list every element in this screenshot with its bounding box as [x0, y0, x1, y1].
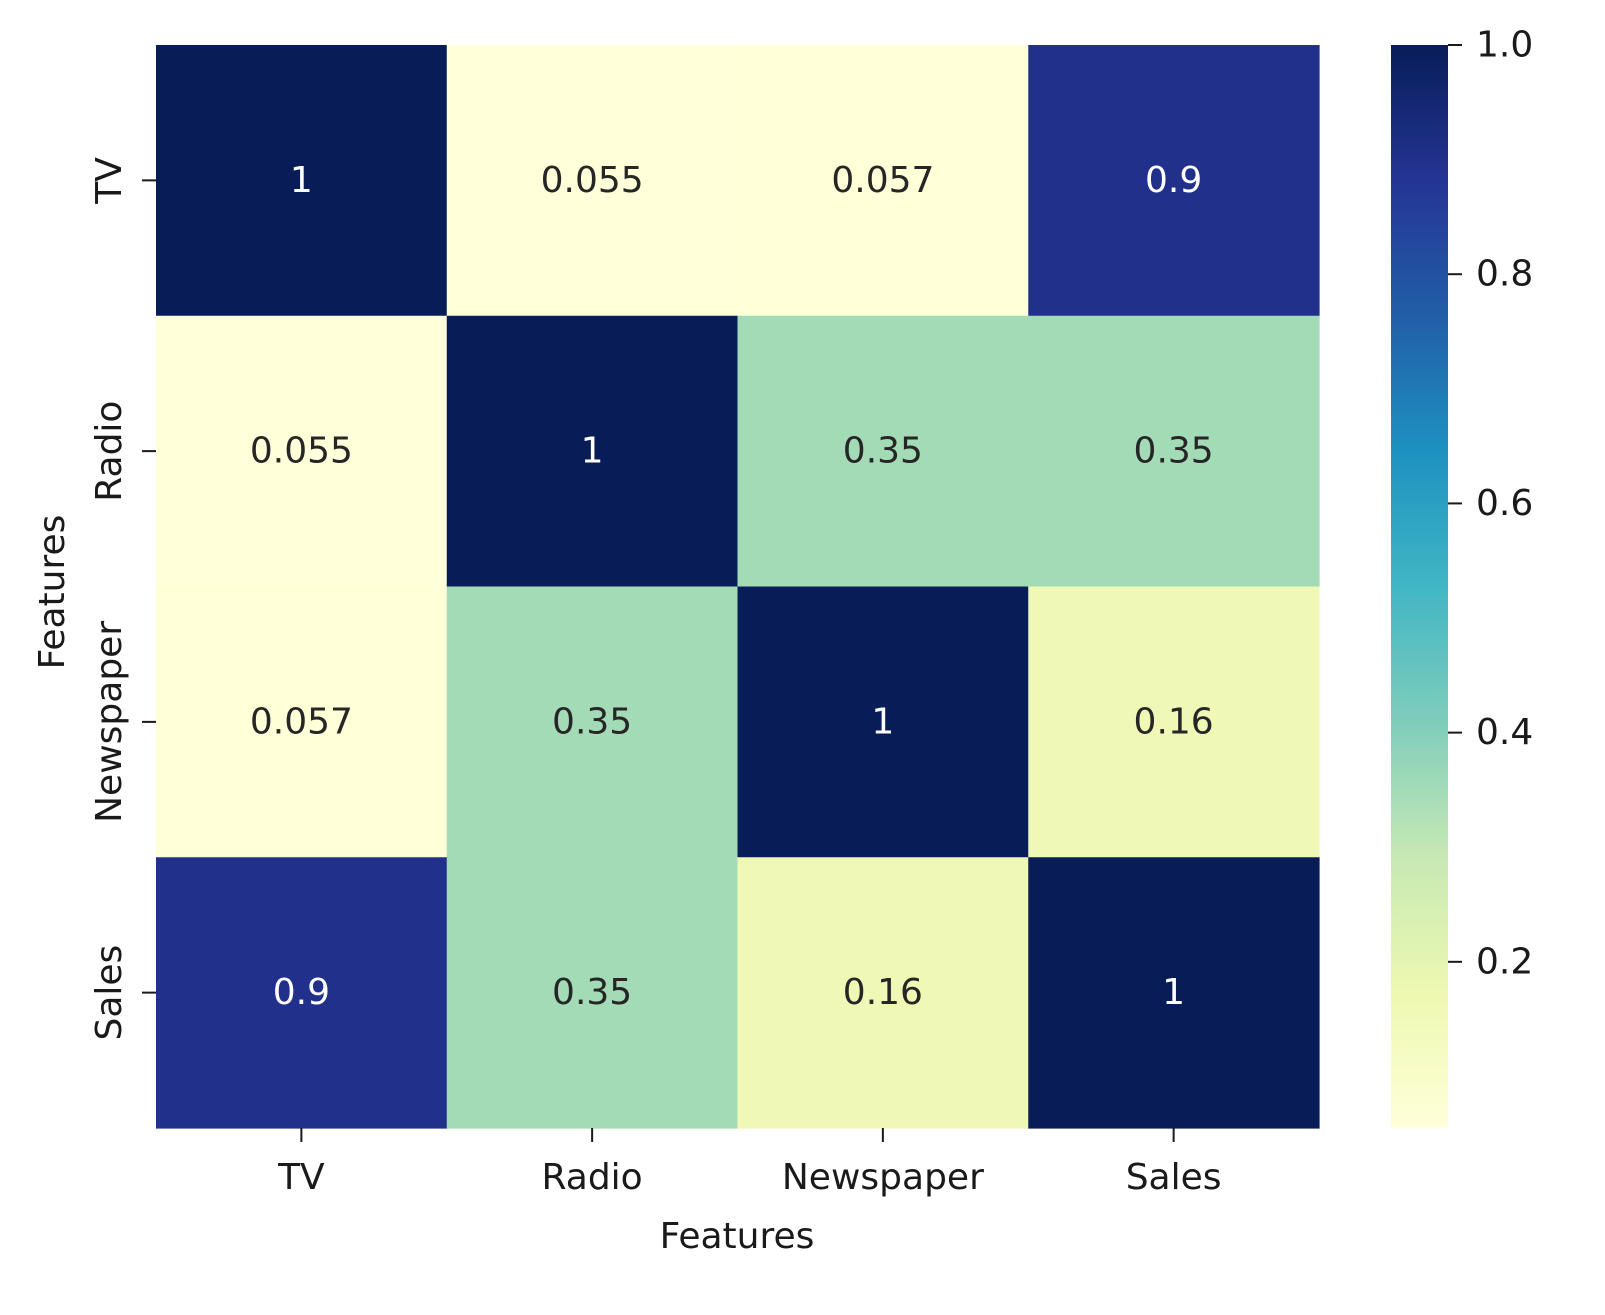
colorbar — [1391, 45, 1448, 1128]
heatmap-cell — [156, 315, 448, 588]
heatmap-cell — [1028, 315, 1320, 588]
y-tick-label: TV — [89, 157, 130, 205]
y-tick-label: Radio — [89, 401, 130, 502]
cell-annotation: 0.16 — [1134, 701, 1214, 742]
colorbar-axis: 0.2 0.4 0.6 0.8 1.0 — [1448, 25, 1533, 982]
cell-annotation: 0.055 — [541, 160, 644, 201]
x-tick-label: TV — [277, 1157, 325, 1198]
heatmap-cell — [446, 315, 739, 588]
heatmap-cell — [737, 45, 1029, 317]
x-tick-label: Sales — [1126, 1157, 1222, 1198]
cell-annotation: 1 — [871, 701, 894, 742]
cell-annotation: 0.055 — [250, 431, 353, 472]
colorbar-tick-label: 1.0 — [1476, 25, 1533, 66]
y-tick-label: Newspaper — [89, 621, 130, 823]
colorbar-tick-label: 0.2 — [1476, 941, 1533, 982]
colorbar-tick-label: 0.6 — [1476, 483, 1533, 524]
cell-annotation: 1 — [290, 160, 313, 201]
heatmap-cell — [156, 857, 448, 1129]
cell-annotation: 1 — [581, 431, 604, 472]
x-axis: TV Radio Newspaper Sales — [277, 1128, 1222, 1198]
cell-annotation: 0.057 — [831, 160, 934, 201]
cell-annotation: 0.35 — [1134, 431, 1214, 472]
cell-annotation: 0.35 — [843, 431, 923, 472]
heatmap-cell — [156, 586, 448, 858]
heatmap-cell — [156, 45, 448, 317]
heatmap-cells — [156, 45, 1320, 1129]
cell-annotation: 0.057 — [250, 701, 353, 742]
cell-annotation: 0.35 — [552, 701, 632, 742]
y-tick-label: Sales — [89, 945, 130, 1041]
cell-annotation: 1 — [1162, 972, 1185, 1013]
x-axis-label: Features — [660, 1216, 815, 1257]
colorbar-tick-label: 0.8 — [1476, 254, 1533, 295]
heatmap-cell — [1028, 45, 1320, 317]
heatmap-cell — [737, 857, 1029, 1129]
heatmap-annotations: 1 0.055 0.057 0.9 0.055 1 0.35 0.35 0.057 0.35 1 0.… — [250, 160, 1214, 1013]
cell-annotation: 0.9 — [1145, 160, 1202, 201]
heatmap-cell — [737, 315, 1029, 588]
cell-annotation: 0.9 — [273, 972, 330, 1013]
y-axis: TV Radio Newspaper Sales — [89, 157, 156, 1041]
heatmap-cell — [1028, 586, 1320, 858]
heatmap-cell — [1028, 857, 1320, 1129]
cell-annotation: 0.35 — [552, 972, 632, 1013]
x-tick-label: Radio — [542, 1157, 643, 1198]
heatmap-cell — [737, 586, 1029, 858]
x-tick-label: Newspaper — [782, 1157, 984, 1198]
heatmap-cell — [446, 586, 739, 858]
heatmap-cell — [446, 45, 739, 317]
colorbar-tick-label: 0.4 — [1476, 712, 1533, 753]
heatmap-cell — [446, 857, 739, 1129]
y-axis-label: Features — [32, 515, 73, 670]
cell-annotation: 0.16 — [843, 972, 923, 1013]
